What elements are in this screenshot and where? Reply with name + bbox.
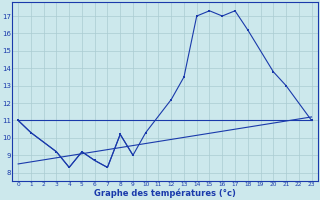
X-axis label: Graphe des températures (°c): Graphe des températures (°c)	[94, 188, 236, 198]
